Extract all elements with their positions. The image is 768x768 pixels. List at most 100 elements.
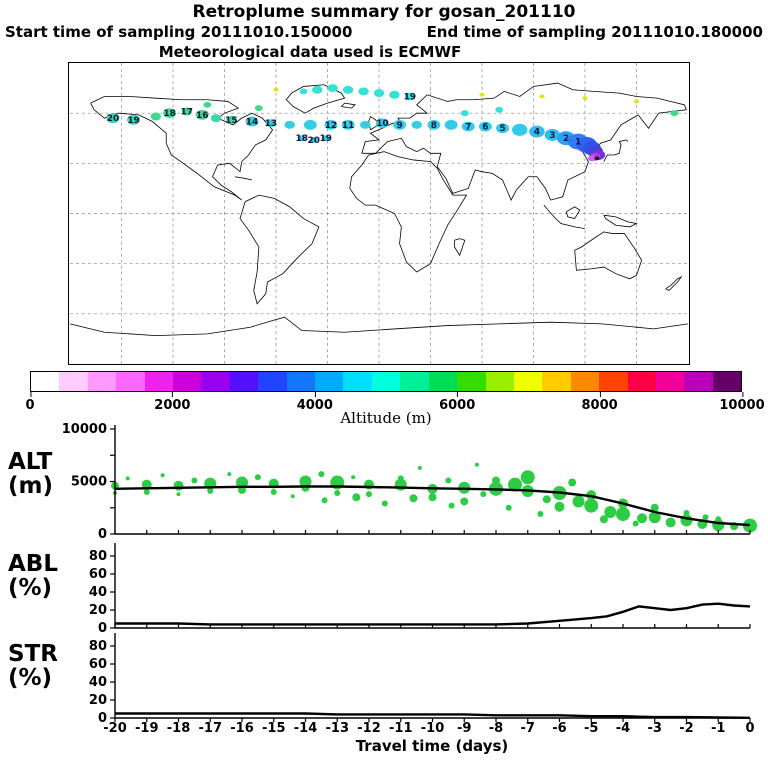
colorbar-segment: [655, 372, 685, 391]
colorbar-segment: [31, 372, 60, 391]
colorbar-segment: [229, 372, 259, 391]
x-tick-label: -4: [615, 721, 631, 736]
abl-panel-label: ABL (%): [8, 552, 112, 600]
abl-label-unit: (%): [8, 575, 53, 602]
svg-text:16: 16: [196, 111, 208, 121]
x-tick-labels: -20 -19 -18 -17 -16 -15 -14 -13 -12 -11 -10 -9 -8 -7-…: [0, 721, 768, 737]
x-tick-label: 0: [745, 721, 755, 736]
colorbar-segment: [144, 372, 174, 391]
colorbar-segment: [286, 372, 316, 391]
colorbar-segment: [87, 372, 117, 391]
svg-text:11: 11: [342, 121, 354, 131]
abl-panel-svg: 0 20 40 60 80: [89, 543, 751, 633]
x-tick-label: -16: [230, 721, 254, 736]
svg-text:19: 19: [320, 134, 332, 144]
svg-text:0: 0: [98, 711, 107, 725]
colorbar-gradient: [30, 371, 742, 392]
page-title: Retroplume summary for gosan_201110: [192, 2, 576, 22]
colorbar-segment: [343, 372, 372, 391]
x-tick-label: -1: [711, 721, 726, 736]
x-tick-label: -11: [389, 721, 413, 736]
x-tick-label: -17: [198, 721, 223, 736]
svg-text:60: 60: [89, 567, 107, 582]
end-time-label: End time of sampling 20111010.180000: [426, 23, 763, 41]
colorbar-segment: [542, 372, 571, 391]
svg-text:19: 19: [127, 116, 139, 126]
colorbar-segment: [513, 372, 543, 391]
start-time-label: Start time of sampling 20111010.150000: [5, 23, 353, 41]
alt-panel-label: ALT (m): [8, 450, 112, 498]
svg-text:20: 20: [107, 114, 119, 124]
svg-text:0: 0: [98, 621, 107, 633]
abl-label-main: ABL: [8, 551, 58, 577]
x-tick-label: -14: [293, 721, 318, 736]
colorbar-ticks: 0 2000 4000 6000 8000 10000: [25, 392, 765, 413]
str-panel-label: STR (%): [8, 642, 112, 690]
colorbar-segment: [258, 372, 287, 391]
svg-text:10000: 10000: [62, 422, 107, 437]
alt-label-main: ALT: [8, 449, 53, 475]
svg-text:17: 17: [181, 107, 193, 117]
colorbar-title: Altitude (m): [340, 409, 432, 427]
x-tick-label: -6: [552, 721, 567, 736]
svg-text:6: 6: [482, 123, 488, 133]
svg-text:20: 20: [308, 136, 320, 146]
x-tick-label: -12: [357, 721, 381, 736]
svg-text:10: 10: [376, 119, 388, 129]
sampling-times-row: Start time of sampling 20111010.150000 E…: [0, 23, 768, 41]
svg-text:18: 18: [296, 134, 308, 144]
colorbar-segment: [570, 372, 600, 391]
colorbar-segment: [116, 372, 145, 391]
svg-text:60: 60: [89, 657, 107, 672]
svg-text:2: 2: [563, 134, 569, 144]
colorbar-tick-label: 8000: [581, 392, 618, 413]
alt-label-unit: (m): [8, 473, 53, 500]
colorbar-tick-label: 4000: [296, 392, 333, 413]
x-tick-label: -18: [166, 721, 191, 736]
str-label-unit: (%): [8, 665, 53, 692]
svg-text:20: 20: [89, 603, 107, 618]
svg-text:40: 40: [89, 585, 107, 600]
x-tick-label: -8: [488, 721, 504, 736]
colorbar-segment: [485, 372, 514, 391]
svg-text:8: 8: [431, 121, 437, 131]
svg-text:15: 15: [225, 116, 237, 126]
colorbar-tick-label: 10000: [719, 392, 765, 413]
svg-text:80: 80: [89, 549, 107, 564]
colorbar-segment: [428, 372, 458, 391]
met-data-label: Meteorological data used is ECMWF: [158, 43, 462, 61]
x-tick-label: -13: [325, 721, 350, 736]
svg-text:4: 4: [534, 128, 540, 138]
x-tick-label: -7: [520, 721, 535, 736]
colorbar-segment: [173, 372, 202, 391]
colorbar-tick-label: 2000: [154, 392, 191, 413]
svg-text:7: 7: [465, 123, 471, 133]
svg-text:18: 18: [163, 109, 175, 119]
svg-text:14: 14: [246, 118, 258, 128]
svg-text:1: 1: [575, 138, 581, 148]
str-label-main: STR: [8, 641, 58, 667]
colorbar-segment: [371, 372, 401, 391]
x-tick-label: -2: [679, 721, 694, 736]
svg-text:3: 3: [549, 131, 555, 141]
colorbar-tick-label: 0: [25, 392, 35, 413]
x-tick-label: -10: [420, 721, 445, 736]
x-tick-label: -19: [135, 721, 159, 736]
svg-text:0: 0: [98, 527, 107, 539]
svg-text:19: 19: [404, 92, 416, 102]
colorbar-segment: [59, 372, 88, 391]
colorbar-segment: [201, 372, 230, 391]
x-tick-label: -15: [262, 721, 286, 736]
colorbar-segment: [627, 372, 656, 391]
svg-text:12: 12: [325, 121, 337, 131]
x-tick-label: -3: [647, 721, 662, 736]
x-tick-label: -9: [457, 721, 472, 736]
svg-text:40: 40: [89, 675, 107, 690]
x-tick-label: -5: [584, 721, 599, 736]
svg-text:80: 80: [89, 639, 107, 654]
x-tick-label: -20: [103, 721, 127, 736]
colorbar-segment: [400, 372, 429, 391]
svg-text:5000: 5000: [71, 475, 107, 490]
svg-text:5: 5: [499, 124, 505, 134]
